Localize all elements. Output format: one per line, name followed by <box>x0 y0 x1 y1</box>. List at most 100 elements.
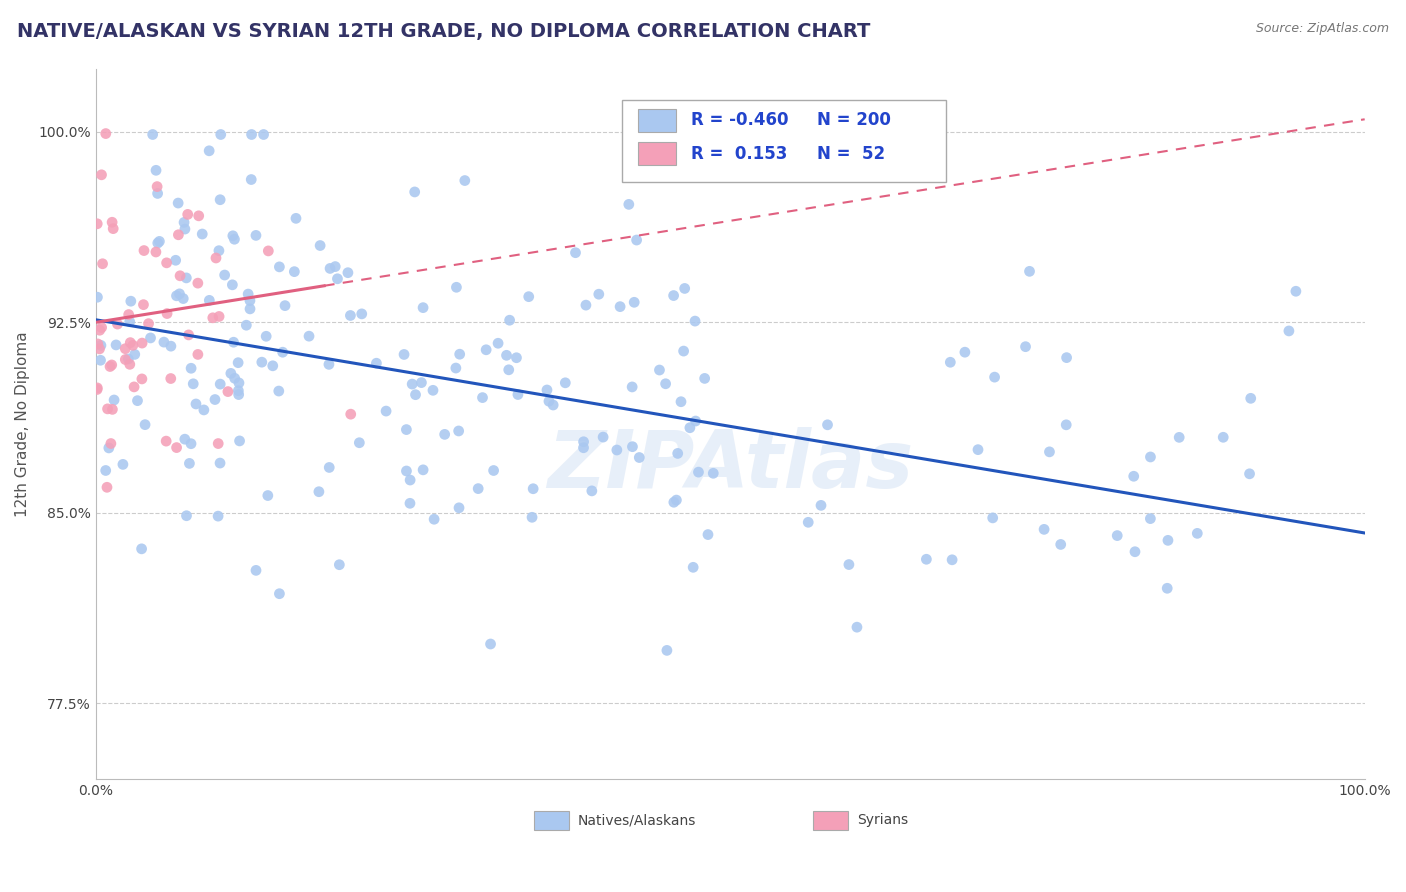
Point <box>554 376 576 390</box>
Point <box>166 289 188 303</box>
Point <box>1168 430 1191 444</box>
Point <box>131 336 153 351</box>
Point <box>522 482 544 496</box>
Point <box>86 217 108 231</box>
Point <box>702 467 724 481</box>
Point <box>94 463 117 477</box>
Point <box>209 128 232 142</box>
Point <box>479 637 502 651</box>
Point <box>498 363 520 377</box>
Point <box>177 327 200 342</box>
Point <box>177 207 200 221</box>
Point <box>1285 285 1308 299</box>
Point <box>269 260 291 274</box>
Point <box>486 336 509 351</box>
Point <box>1018 264 1040 278</box>
Text: N =  52: N = 52 <box>817 145 884 163</box>
Point <box>662 288 685 302</box>
Point <box>180 436 202 450</box>
Point <box>572 434 595 449</box>
Point <box>941 553 963 567</box>
Point <box>395 464 418 478</box>
Point <box>269 587 291 601</box>
Point <box>111 458 134 472</box>
Point <box>654 376 676 391</box>
Point <box>235 318 257 333</box>
Point <box>688 465 710 479</box>
Point <box>90 320 112 334</box>
Point <box>201 310 224 325</box>
Point <box>648 363 671 377</box>
Point <box>274 299 297 313</box>
Point <box>447 500 470 515</box>
Point <box>366 356 388 370</box>
Point <box>1187 526 1209 541</box>
Point <box>838 558 860 572</box>
Point <box>655 643 678 657</box>
Point <box>592 430 614 444</box>
Point <box>537 394 560 409</box>
Point <box>153 335 176 350</box>
Point <box>217 384 239 399</box>
Point <box>228 384 250 398</box>
Point <box>350 307 373 321</box>
Point <box>328 558 350 572</box>
Point <box>132 298 155 312</box>
Point <box>349 435 371 450</box>
Point <box>662 495 685 509</box>
Point <box>471 391 494 405</box>
Point <box>626 233 648 247</box>
Point <box>1156 582 1178 596</box>
Point <box>285 211 308 226</box>
Point <box>224 371 246 385</box>
Point <box>236 287 259 301</box>
Point <box>433 427 456 442</box>
Point <box>169 286 191 301</box>
Point <box>118 357 141 371</box>
Point <box>118 315 141 329</box>
Point <box>1033 522 1056 536</box>
Point <box>683 314 706 328</box>
Point <box>422 384 444 398</box>
Point <box>181 376 204 391</box>
Point <box>682 560 704 574</box>
Point <box>90 338 112 352</box>
Point <box>298 329 321 343</box>
Point <box>240 128 263 142</box>
Point <box>283 265 305 279</box>
Point <box>221 277 243 292</box>
Point <box>173 432 195 446</box>
Point <box>208 456 231 470</box>
Point <box>124 347 146 361</box>
Point <box>405 387 427 401</box>
Point <box>146 235 169 250</box>
Point <box>797 516 820 530</box>
Point <box>209 193 232 207</box>
Point <box>606 442 628 457</box>
Point <box>94 127 117 141</box>
Point <box>498 313 520 327</box>
Point <box>411 376 433 390</box>
Point <box>669 394 692 409</box>
Point <box>228 387 250 401</box>
Point <box>623 295 645 310</box>
Point <box>103 392 125 407</box>
Point <box>176 508 198 523</box>
Point <box>536 383 558 397</box>
Point <box>845 620 868 634</box>
Point <box>412 463 434 477</box>
Point <box>475 343 498 357</box>
Point <box>685 414 707 428</box>
Point <box>245 228 267 243</box>
Point <box>173 215 195 229</box>
Point <box>191 227 214 241</box>
Point <box>1139 450 1161 464</box>
Point <box>120 294 142 309</box>
Point <box>1139 511 1161 525</box>
Point <box>1056 351 1078 365</box>
Point <box>628 450 651 465</box>
Point <box>254 329 277 343</box>
Point <box>193 403 215 417</box>
Point <box>506 387 529 401</box>
Point <box>309 238 332 252</box>
